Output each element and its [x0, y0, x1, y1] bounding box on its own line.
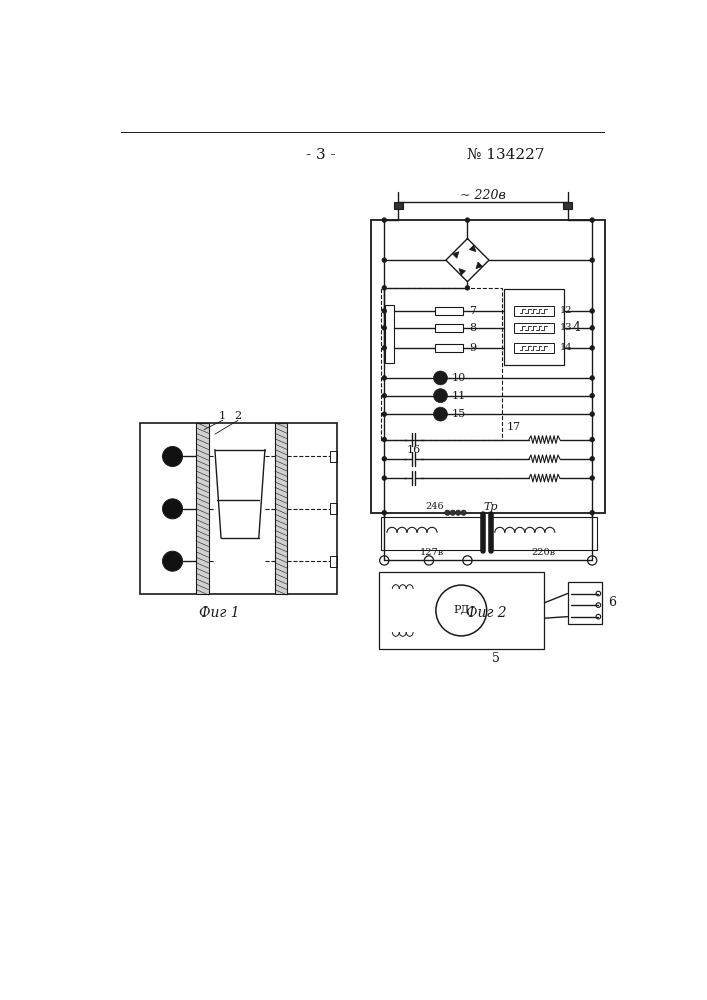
Circle shape	[382, 437, 387, 442]
Text: Фиг 2: Фиг 2	[467, 606, 507, 620]
Circle shape	[382, 309, 387, 313]
Text: 8: 8	[469, 323, 477, 333]
Text: 13: 13	[560, 323, 573, 332]
Bar	[197, 423, 209, 594]
Bar	[381, 288, 502, 440]
Circle shape	[445, 510, 450, 515]
Text: 12: 12	[560, 306, 573, 315]
Text: 7: 7	[469, 306, 477, 316]
Text: - 3 -: - 3 -	[306, 148, 336, 162]
Circle shape	[590, 346, 595, 350]
Circle shape	[590, 258, 595, 262]
Bar	[563, 202, 572, 209]
Bar	[379, 572, 544, 649]
Text: 9: 9	[469, 343, 477, 353]
Circle shape	[382, 346, 387, 350]
Polygon shape	[469, 245, 476, 252]
Bar	[330, 503, 337, 514]
Circle shape	[590, 456, 595, 461]
Bar	[514, 306, 554, 316]
Circle shape	[465, 286, 469, 290]
Circle shape	[433, 371, 448, 385]
Circle shape	[163, 446, 182, 466]
Text: 10: 10	[451, 373, 465, 383]
Bar	[330, 556, 337, 567]
Circle shape	[382, 510, 387, 515]
Circle shape	[590, 376, 595, 380]
Bar	[504, 289, 563, 365]
Bar	[385, 305, 395, 363]
Circle shape	[382, 376, 387, 380]
Circle shape	[590, 412, 595, 416]
Bar	[436, 344, 463, 352]
Bar	[514, 343, 554, 353]
Text: 220в: 220в	[532, 548, 556, 557]
Text: 1: 1	[219, 411, 226, 421]
Text: 127в: 127в	[420, 548, 444, 557]
Circle shape	[163, 551, 182, 571]
Bar	[491, 517, 597, 550]
Circle shape	[382, 393, 387, 398]
Circle shape	[590, 309, 595, 313]
Text: 11: 11	[451, 391, 465, 401]
Text: 2: 2	[235, 411, 242, 421]
Circle shape	[450, 510, 455, 515]
Bar	[381, 517, 483, 550]
Circle shape	[590, 393, 595, 398]
Text: Фиг 1: Фиг 1	[199, 606, 240, 620]
Text: 246: 246	[426, 502, 445, 511]
Bar	[371, 220, 604, 513]
Circle shape	[382, 218, 387, 222]
Text: № 134227: № 134227	[467, 148, 544, 162]
Text: 16: 16	[407, 445, 421, 455]
Bar	[394, 202, 403, 209]
Circle shape	[382, 326, 387, 330]
Bar	[568, 582, 602, 624]
Circle shape	[382, 456, 387, 461]
Circle shape	[163, 499, 182, 519]
Circle shape	[433, 407, 448, 421]
Circle shape	[590, 510, 595, 515]
Text: ~ 220в: ~ 220в	[460, 189, 506, 202]
Text: 17: 17	[507, 422, 520, 432]
Bar	[436, 324, 463, 332]
Circle shape	[382, 258, 387, 262]
Circle shape	[382, 412, 387, 416]
Circle shape	[461, 510, 467, 515]
Polygon shape	[459, 269, 465, 275]
Circle shape	[433, 389, 448, 403]
Circle shape	[590, 476, 595, 480]
Bar	[140, 423, 337, 594]
Bar	[330, 451, 337, 462]
Circle shape	[455, 510, 461, 515]
Text: 5: 5	[492, 652, 500, 665]
Text: РД: РД	[453, 604, 469, 614]
Circle shape	[590, 437, 595, 442]
Bar	[436, 307, 463, 315]
Text: 4: 4	[572, 321, 580, 334]
Polygon shape	[476, 262, 482, 269]
Circle shape	[590, 326, 595, 330]
Circle shape	[590, 218, 595, 222]
Text: 14: 14	[560, 343, 573, 352]
Bar	[275, 423, 287, 594]
Bar	[514, 323, 554, 333]
Text: 15: 15	[451, 409, 465, 419]
Circle shape	[382, 476, 387, 480]
Circle shape	[465, 218, 469, 222]
Text: Тр: Тр	[484, 502, 498, 512]
Text: 6: 6	[608, 596, 617, 609]
Circle shape	[382, 286, 387, 290]
Polygon shape	[452, 252, 459, 258]
